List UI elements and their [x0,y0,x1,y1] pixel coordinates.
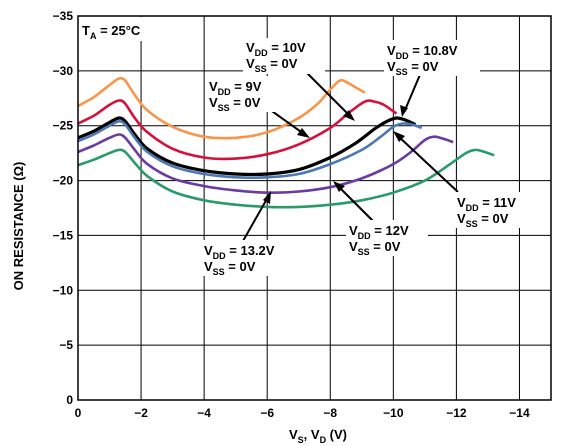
ann-bg-12v [346,220,428,256]
x-tick-label: 0 [75,406,82,420]
x-tick-label: −10 [383,406,404,420]
y-tick-label: −10 [53,283,74,297]
ann-vss-11v: VSS = 0V [457,211,509,229]
ann-vss-12v: VSS = 0V [349,239,401,257]
arrow-vdd-11v [397,135,459,193]
plot-frame [77,15,552,401]
y-tick-label: −20 [53,174,74,188]
condition-label: TA = 25°C [82,23,141,41]
series-lines [77,76,495,209]
x-tick-label: −8 [323,406,337,420]
x-tick-label: −4 [197,406,211,420]
ann-vss-13-2v: VSS = 0V [204,259,256,277]
ann-vss-10v: VSS = 0V [246,56,298,74]
ann-vdd-10v: VDD = 10V [246,40,306,58]
ann-bg-10v [243,38,325,74]
x-axis-label: VS, VD (V) [289,427,347,445]
series-line-1 [77,99,398,161]
x-tick-label: −2 [134,406,148,420]
arrowhead-vdd-13-2v [263,191,271,204]
ann-bg-13-2v [201,240,297,276]
y-tick-label: −5 [59,338,73,352]
series-line-0 [77,76,366,140]
arrow-vdd-12v [337,185,379,227]
y-tick-label: 0 [66,393,73,407]
x-tick-label: −6 [260,406,274,420]
series-line-3 [77,119,423,179]
y-axis-label: ON RESISTANCE (Ω) [11,162,26,291]
ann-vdd-13-2v: VDD = 13.2V [204,243,275,261]
condition-label-bg [77,17,163,41]
ann-vdd-11v: VDD = 11V [457,195,516,213]
ann-bg-10-8v [384,40,480,76]
x-tick-label: −14 [509,406,530,420]
ann-vdd-10-8v: VDD = 10.8V [387,43,458,61]
tick-labels: 0 −2 −4 −6 −8 −10 −12 −14 0 −5 −10 −15 −20 −25 −30 −35 [53,9,530,420]
arrow-vdd-10-8v [404,69,423,111]
ann-bg-11v [454,192,534,228]
y-tick-label: −25 [53,119,74,133]
series-line-5 [77,148,495,209]
y-tick-label: −35 [53,9,74,23]
arrow-vdd-13-2v [242,196,269,242]
y-tick-label: −15 [53,228,74,242]
arrowhead-vdd-11v [393,131,405,142]
series-line-2 [77,116,417,177]
arrowhead-vdd-12v [333,181,345,192]
ann-bg-9v [206,76,278,112]
ann-vdd-9v: VDD = 9V [209,79,262,97]
arrowheads [263,105,408,204]
ann-vss-9v: VSS = 0V [209,95,261,113]
arrowhead-vdd-9v [297,128,310,138]
arrowhead-vdd-10v [343,110,355,121]
ann-vss-10-8v: VSS = 0V [387,59,439,77]
annotations: VDD = 9V VSS = 0V VDD = 10V VSS = 0V VDD… [201,38,534,277]
x-tick-label: −12 [446,406,467,420]
ann-vdd-12v: VDD = 12V [349,223,409,241]
y-tick-label: −30 [53,64,74,78]
arrowhead-vdd-10-8v [400,105,408,117]
series-line-4 [77,133,454,194]
arrow-vdd-10v [305,71,351,117]
